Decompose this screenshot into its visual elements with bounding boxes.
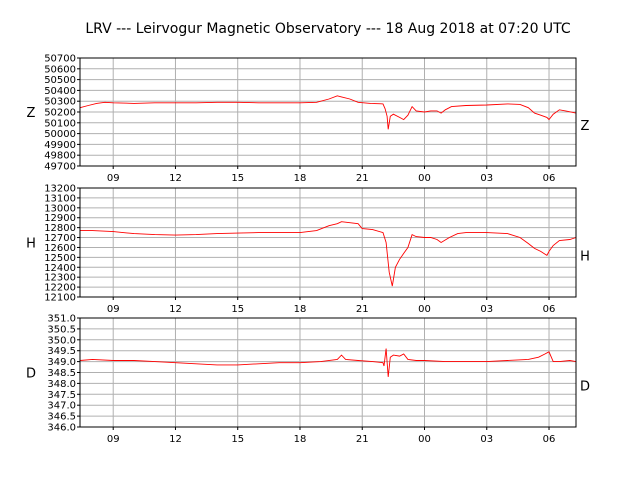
right-component-label: Z [581,119,590,134]
y-tick-label: 49900 [44,140,76,151]
x-tick-label: 09 [107,173,120,184]
x-tick-label: 09 [107,434,120,445]
y-tick-label: 50200 [44,108,76,119]
x-tick-label: 06 [543,434,556,445]
y-tick-label: 13000 [44,203,76,214]
z-trace-line [79,95,577,130]
x-tick-label: 03 [480,304,493,315]
y-tick-label: 12300 [44,273,76,284]
panels: 5070050600505005040050300502005010050000… [26,54,590,446]
h-trace-line [80,221,577,287]
panel-h: 1320013100130001290012800127001260012500… [26,184,590,316]
y-tick-label: 50000 [44,129,76,140]
x-tick-label: 21 [356,434,369,445]
d-trace-line [79,348,577,377]
y-tick-label: 12400 [44,263,76,274]
x-tick-label: 21 [356,173,369,184]
x-tick-label: 12 [169,173,182,184]
x-tick-label: 21 [356,304,369,315]
y-tick-label: 12800 [44,223,76,234]
y-tick-label: 50500 [44,75,76,86]
y-tick-label: 346.5 [47,412,76,423]
y-tick-label: 12100 [44,293,76,304]
left-component-label: D [26,367,36,382]
x-tick-label: 15 [231,434,244,445]
y-tick-label: 347.0 [47,401,76,412]
x-tick-label: 18 [294,173,307,184]
x-tick-label: 15 [231,304,244,315]
panel-z: 5070050600505005040050300502005010050000… [27,54,590,185]
chart-title: LRV --- Leirvogur Magnetic Observatory -… [85,21,571,37]
x-tick-label: 15 [231,173,244,184]
x-tick-label: 00 [418,304,431,315]
y-tick-label: 12900 [44,213,76,224]
y-tick-label: 348.5 [47,368,76,379]
x-tick-label: 18 [294,434,307,445]
x-tick-label: 03 [480,173,493,184]
x-tick-label: 18 [294,304,307,315]
y-tick-label: 348.0 [47,379,76,390]
y-tick-label: 350.0 [47,335,76,346]
y-tick-label: 13100 [44,193,76,204]
plot-frame [79,187,577,298]
x-tick-label: 12 [169,434,182,445]
x-tick-label: 09 [107,304,120,315]
y-tick-label: 346.0 [47,423,76,434]
y-tick-label: 50400 [44,86,76,97]
y-tick-label: 50600 [44,64,76,75]
y-tick-label: 49800 [44,151,76,162]
x-tick-label: 06 [543,173,556,184]
right-component-label: H [580,250,590,265]
y-tick-label: 349.0 [47,357,76,368]
x-tick-label: 12 [169,304,182,315]
y-tick-label: 351.0 [47,314,76,325]
y-tick-label: 50100 [44,118,76,129]
y-tick-label: 50700 [44,54,76,65]
right-component-label: D [580,380,590,395]
y-tick-label: 347.5 [47,390,76,401]
y-tick-label: 50300 [44,97,76,108]
left-component-label: H [26,237,36,252]
y-tick-label: 12500 [44,253,76,264]
x-tick-label: 03 [480,434,493,445]
y-tick-label: 12200 [44,283,76,294]
x-tick-label: 00 [418,173,431,184]
x-tick-label: 00 [418,434,431,445]
left-component-label: Z [27,106,36,121]
y-tick-label: 13200 [44,184,76,195]
y-tick-label: 349.5 [47,346,76,357]
x-tick-label: 06 [543,304,556,315]
panel-d: 351.0350.5350.0349.5349.0348.5348.0347.5… [26,314,590,446]
y-tick-label: 49700 [44,162,76,173]
y-tick-label: 350.5 [47,324,76,335]
y-tick-label: 12700 [44,233,76,244]
y-tick-label: 12600 [44,243,76,254]
